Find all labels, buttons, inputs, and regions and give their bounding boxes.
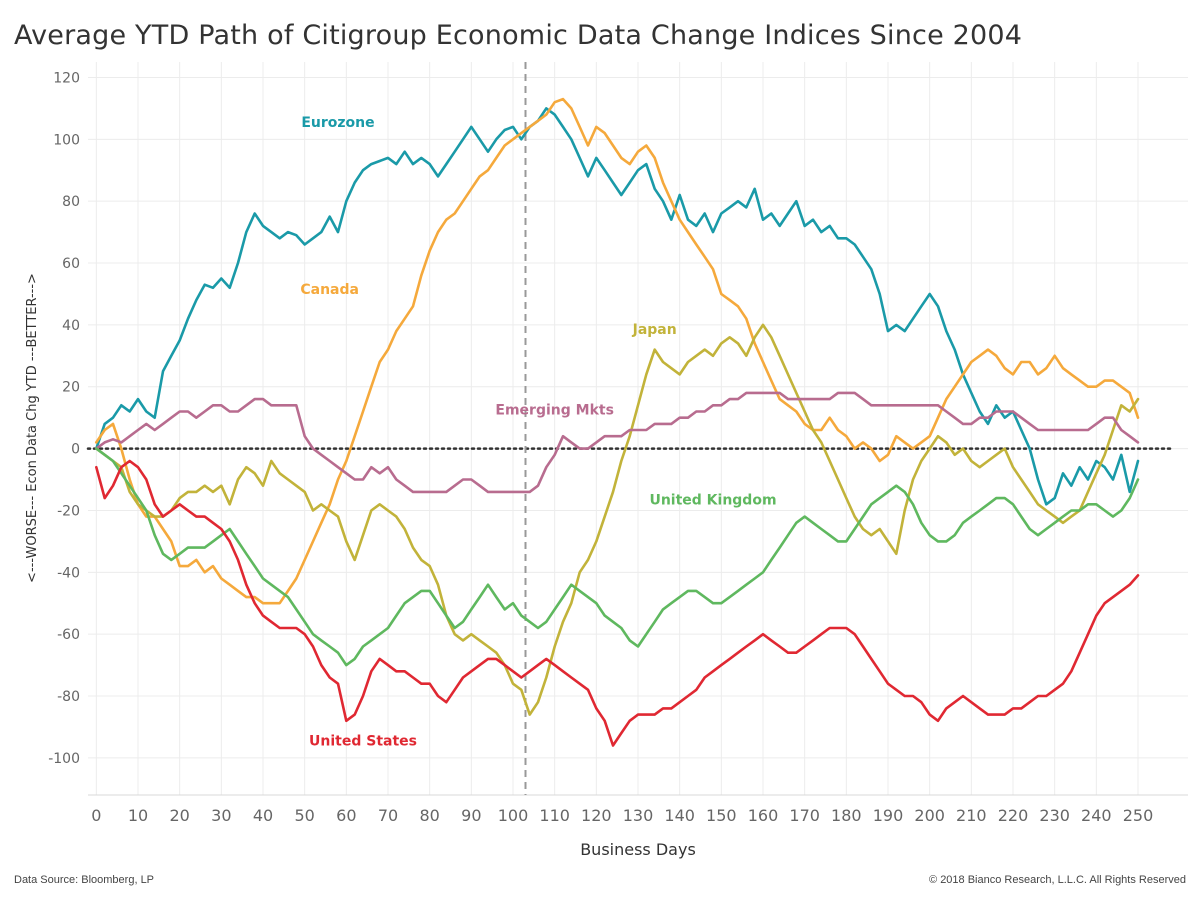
reference-lines: [86, 62, 1176, 795]
y-tick-label: -20: [57, 503, 80, 519]
data-source-note: Data Source: Bloomberg, LP: [14, 874, 155, 886]
x-tick-label: 160: [748, 806, 779, 825]
x-tick-label: 240: [1081, 806, 1112, 825]
y-tick-label: 80: [62, 194, 80, 210]
chart-title: Average YTD Path of Citigroup Economic D…: [14, 20, 1023, 51]
series-layer: [95, 97, 1140, 747]
x-tick-label: 150: [706, 806, 737, 825]
x-tick-label: 40: [253, 806, 273, 825]
y-tick-label: -100: [48, 751, 80, 767]
x-axis-title: Business Days: [580, 840, 696, 859]
x-tick-label: 230: [1039, 806, 1070, 825]
x-tick-label: 170: [789, 806, 820, 825]
x-tick-label: 30: [211, 806, 231, 825]
series-line-japan: [95, 323, 1140, 716]
series-line-united-kingdom: [95, 447, 1140, 667]
y-tick-label: 60: [62, 256, 80, 272]
x-tick-label: 60: [336, 806, 356, 825]
series-labels: Eurozone Canada Japan Emerging Mkts United K…: [300, 115, 776, 750]
x-tick-label: 180: [831, 806, 862, 825]
x-tick-label: 100: [498, 806, 529, 825]
x-tick-label: 140: [664, 806, 695, 825]
x-tick-label: 120: [581, 806, 612, 825]
x-tick-label: 190: [873, 806, 904, 825]
series-line-canada: [95, 97, 1140, 605]
x-tick-label: 80: [419, 806, 439, 825]
y-tick-label: -60: [57, 627, 80, 643]
y-axis-title: <---WORSE--- Econ Data Chg YTD ---BETTER…: [25, 273, 40, 583]
series-label-japan: Japan: [632, 322, 677, 338]
y-tick-label: 100: [53, 132, 80, 148]
x-tick-label: 70: [378, 806, 398, 825]
y-tick-label: 120: [53, 70, 80, 86]
x-tick-label: 20: [169, 806, 189, 825]
series-line-eurozone: [95, 107, 1140, 506]
series-label-united-kingdom: United Kingdom: [649, 492, 776, 508]
x-tick-label: 110: [539, 806, 570, 825]
x-tick-label: 10: [128, 806, 148, 825]
series-label-eurozone: Eurozone: [301, 115, 374, 131]
y-tick-label: -40: [57, 565, 80, 581]
x-tick-label: 130: [623, 806, 654, 825]
y-tick-label: 40: [62, 318, 80, 334]
series-line-emerging-mkts: [95, 391, 1140, 494]
copyright-note: © 2018 Bianco Research, L.L.C. All Right…: [929, 874, 1186, 886]
x-tick-label: 250: [1123, 806, 1154, 825]
x-tick-label: 210: [956, 806, 987, 825]
x-tick-label: 200: [914, 806, 945, 825]
x-tick-label: 90: [461, 806, 481, 825]
x-tick-label: 50: [294, 806, 314, 825]
series-label-united-states: United States: [309, 734, 417, 750]
series-label-emerging-mkts: Emerging Mkts: [495, 403, 614, 419]
x-tick-label: 220: [998, 806, 1029, 825]
axis-ticks: 0 10 20 30 40 50 60 70 80 90 100 110 120 130 140 150 160…: [48, 70, 1153, 825]
y-tick-label: 0: [71, 442, 80, 458]
y-tick-label: 20: [62, 380, 80, 396]
series-label-canada: Canada: [300, 282, 359, 298]
y-tick-label: -80: [57, 689, 80, 705]
series-line-united-states: [95, 459, 1140, 747]
x-tick-label: 0: [91, 806, 101, 825]
